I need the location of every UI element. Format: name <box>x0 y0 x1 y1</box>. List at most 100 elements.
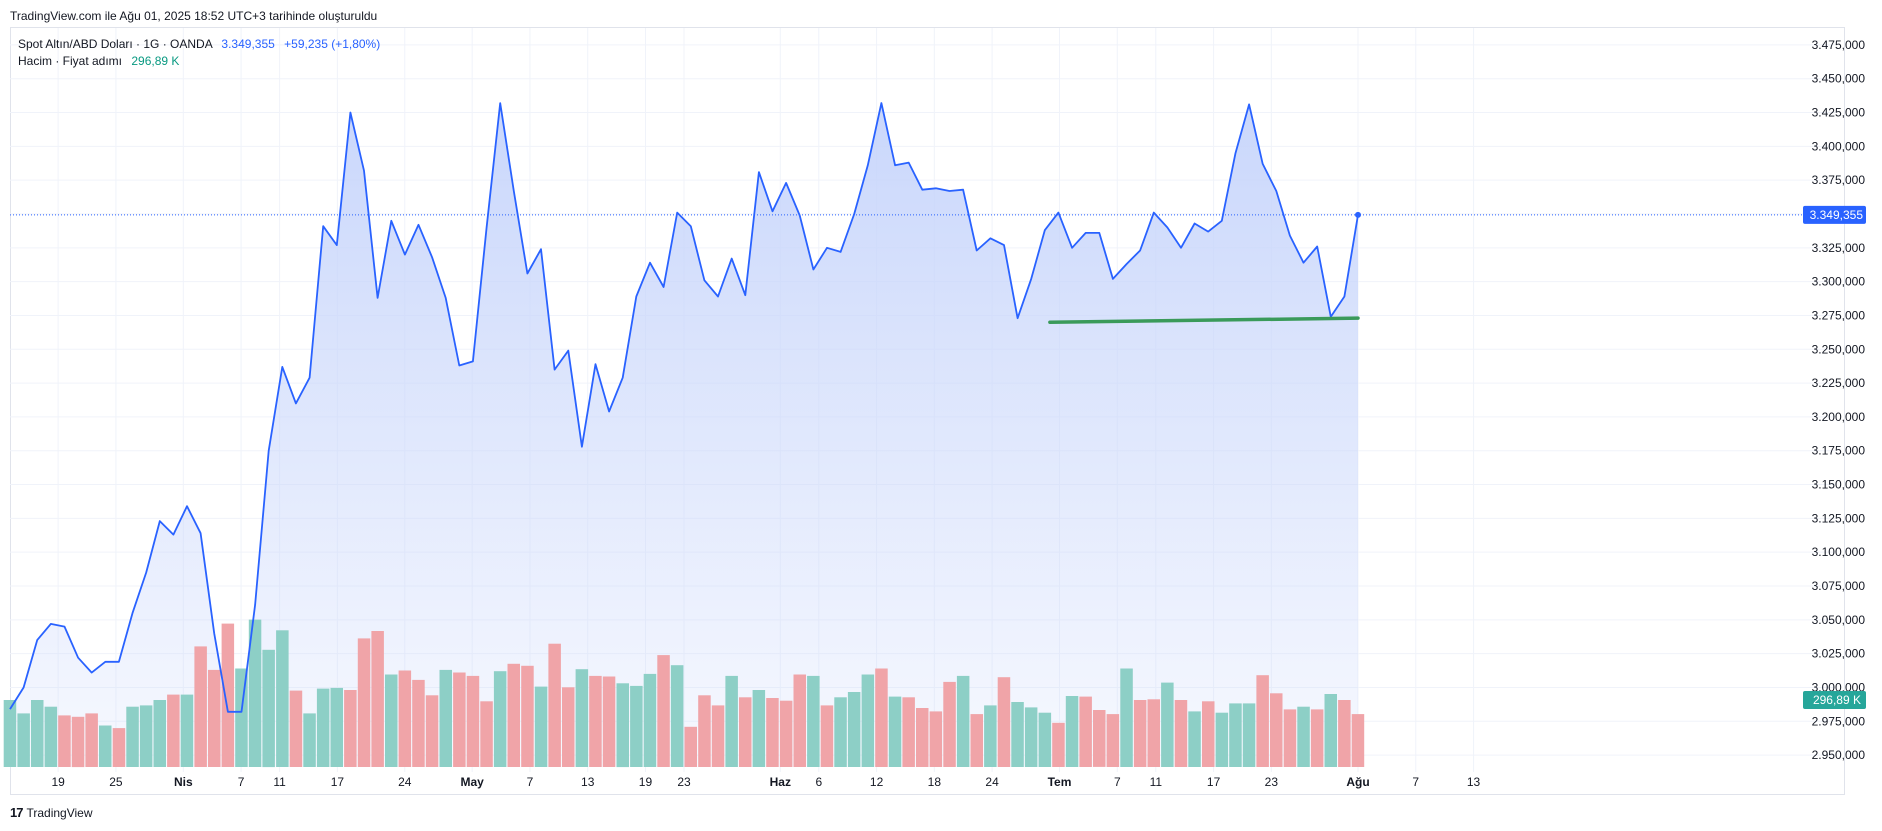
x-axis: 19 25 Nis 7 11 17 24 May 7 13 19 23 Haz 6 12 18 24 Tem 7 11… <box>51 775 1480 789</box>
volume-bar-up <box>1297 706 1310 767</box>
y-tick-label: 3.050,000 <box>1812 613 1866 627</box>
volume-bar-down <box>1106 714 1120 767</box>
volume-bar-down <box>698 695 711 767</box>
volume-bar-up <box>3 700 17 767</box>
y-tick-label: 3.300,000 <box>1812 275 1866 289</box>
volume-bar-down <box>289 690 303 767</box>
volume-bar-up <box>180 694 194 767</box>
volume-bar-up <box>276 630 289 767</box>
volume-bar-down <box>1270 693 1283 767</box>
last-price: 3.349,355 <box>221 37 275 51</box>
volume-bar-up <box>861 674 875 767</box>
volume-bar-up <box>262 649 275 768</box>
volume-legend-row[interactable]: Hacim · Fiyat adımı 296,89 K <box>18 53 380 70</box>
price-tag <box>1803 205 1866 224</box>
volume-bar-up <box>1242 703 1256 767</box>
price-change: +59,235 (+1,80%) <box>284 37 381 51</box>
volume-bar-up <box>17 713 30 767</box>
volume-bar-up <box>1038 712 1052 767</box>
price-tag-label: 3.349,355 <box>1810 208 1864 222</box>
volume-bar-down <box>1052 722 1065 767</box>
chart-panel[interactable] <box>10 27 1845 795</box>
volume-bar-down <box>1351 714 1365 767</box>
volume-bar-down <box>221 623 235 767</box>
tradingview-logo-icon: 17 <box>10 805 24 820</box>
volume-bar-up <box>1120 668 1133 767</box>
x-tick-label: 23 <box>1265 775 1279 789</box>
volume-bar-down <box>425 695 439 767</box>
volume-bar-down <box>344 690 357 767</box>
last-price-dot <box>1355 211 1361 218</box>
volume-bar-down <box>1202 701 1215 767</box>
tradingview-footer[interactable]: 17 TradingView <box>10 805 93 820</box>
volume-bar-down <box>194 646 207 767</box>
volume-bar-up <box>575 669 589 767</box>
volume-bar-down <box>453 672 466 767</box>
volume-bar-up <box>670 665 684 767</box>
volume-bar-down <box>779 700 793 767</box>
volume-bar-down <box>58 715 71 767</box>
volume-bar-up <box>1161 682 1174 767</box>
x-tick-label: 11 <box>273 775 286 789</box>
price-area-fill <box>10 103 1358 768</box>
volume-bar-down <box>548 643 561 767</box>
volume-bar-up <box>330 687 343 767</box>
x-tick-label: 24 <box>398 775 412 789</box>
volume-bar-down <box>589 675 602 767</box>
x-tick-label: 13 <box>1467 775 1481 789</box>
volume-bar-up <box>616 683 629 768</box>
symbol-title: Spot Altın/ABD Doları · 1G · OANDA <box>18 37 213 51</box>
volume-bars <box>3 619 1365 768</box>
volume-bar-down <box>711 705 725 767</box>
volume-bar-up <box>956 675 970 767</box>
volume-bar-down <box>466 675 480 767</box>
volume-bar-up <box>847 692 861 767</box>
volume-bar-down <box>657 655 670 767</box>
x-tick-label: 11 <box>1150 775 1163 789</box>
x-tick-label: 19 <box>51 775 65 789</box>
y-tick-label: 3.250,000 <box>1812 342 1866 356</box>
volume-bar-up <box>1065 696 1079 767</box>
volume-bar-down <box>970 714 983 767</box>
y-tick-label: 3.225,000 <box>1812 376 1866 390</box>
volume-bar-up <box>1011 702 1024 767</box>
volume-bar-up <box>834 697 847 767</box>
y-tick-label: 3.375,000 <box>1812 173 1866 187</box>
volume-bar-up <box>725 675 738 767</box>
y-tick-label: 3.200,000 <box>1812 410 1866 424</box>
x-tick-label: 7 <box>1412 775 1419 789</box>
volume-bar-up <box>44 706 58 767</box>
volume-bar-down <box>480 701 493 767</box>
symbol-legend-row[interactable]: Spot Altın/ABD Doları · 1G · OANDA 3.349… <box>18 36 380 53</box>
volume-bar-down <box>943 681 956 767</box>
volume-bar-down <box>684 726 697 767</box>
volume-bar-up <box>807 675 820 767</box>
y-tick-label: 3.075,000 <box>1812 579 1866 593</box>
y-tick-label: 2.950,000 <box>1812 748 1866 762</box>
volume-bar-up <box>752 690 766 767</box>
volume-bar-up <box>31 700 44 767</box>
volume-title: Hacim · Fiyat adımı <box>18 54 123 68</box>
y-tick-label: 3.275,000 <box>1812 308 1866 322</box>
volume-bar-up <box>303 713 316 767</box>
y-tick-label: 3.325,000 <box>1812 241 1866 255</box>
volume-bar-up <box>316 688 330 767</box>
volume-bar-down <box>766 698 779 767</box>
volume-bar-down <box>793 674 806 767</box>
volume-bar-down <box>398 670 412 767</box>
volume-bar-down <box>112 728 126 767</box>
volume-bar-up <box>248 619 262 767</box>
volume-bar-up <box>534 686 548 767</box>
x-tick-label: Haz <box>770 775 791 789</box>
y-tick-label: 3.425,000 <box>1812 106 1866 120</box>
volume-bar-down <box>371 631 384 767</box>
x-tick-label: 13 <box>581 775 595 789</box>
x-tick-label: 7 <box>238 775 245 789</box>
y-tick-label: 3.400,000 <box>1812 139 1866 153</box>
volume-bar-down <box>357 638 371 767</box>
volume-bar-down <box>1147 699 1160 767</box>
volume-bar-up <box>630 685 643 767</box>
volume-bar-down <box>997 677 1011 767</box>
x-tick-label: 17 <box>331 775 345 789</box>
